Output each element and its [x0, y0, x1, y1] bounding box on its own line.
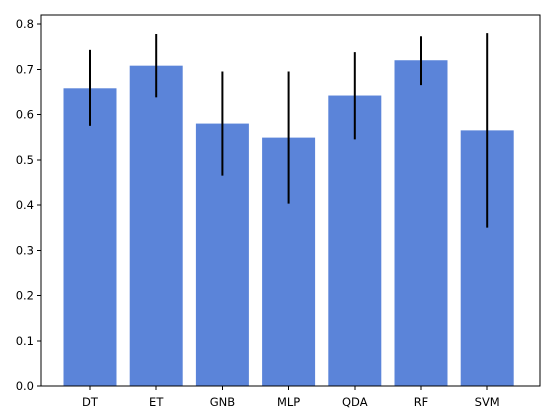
y-tick-label: 0.1	[16, 334, 34, 348]
plot-frame	[40, 14, 541, 387]
y-tick-label: 0.0	[16, 379, 34, 393]
y-axis-ticks: 0.0 0.1 0.2 0.3 0.4 0.5 0.6 0.7 0.8	[16, 17, 41, 393]
x-tick-label: GNB	[210, 395, 236, 409]
bar-qda	[328, 95, 382, 386]
bar-dt	[63, 88, 117, 387]
x-tick-label: SVM	[475, 395, 500, 409]
y-tick-label: 0.2	[16, 289, 34, 303]
error-bars-layer	[89, 33, 489, 228]
bar-et	[129, 65, 183, 387]
y-tick-label: 0.8	[16, 17, 34, 31]
x-tick-label: QDA	[342, 395, 368, 409]
y-tick-label: 0.4	[16, 198, 34, 212]
x-tick-label: ET	[149, 395, 164, 409]
x-tick-label: DT	[82, 395, 99, 409]
y-tick-label: 0.5	[16, 153, 34, 167]
x-tick-label: RF	[414, 395, 429, 409]
x-tick-label: MLP	[277, 395, 300, 409]
y-tick-label: 0.7	[16, 62, 34, 76]
y-tick-label: 0.3	[16, 243, 34, 257]
axes-layer	[40, 14, 541, 387]
bar-rf	[394, 60, 448, 387]
x-axis-ticks: DT ET GNB MLP QDA RF SVM	[82, 386, 500, 409]
y-tick-label: 0.6	[16, 108, 34, 122]
